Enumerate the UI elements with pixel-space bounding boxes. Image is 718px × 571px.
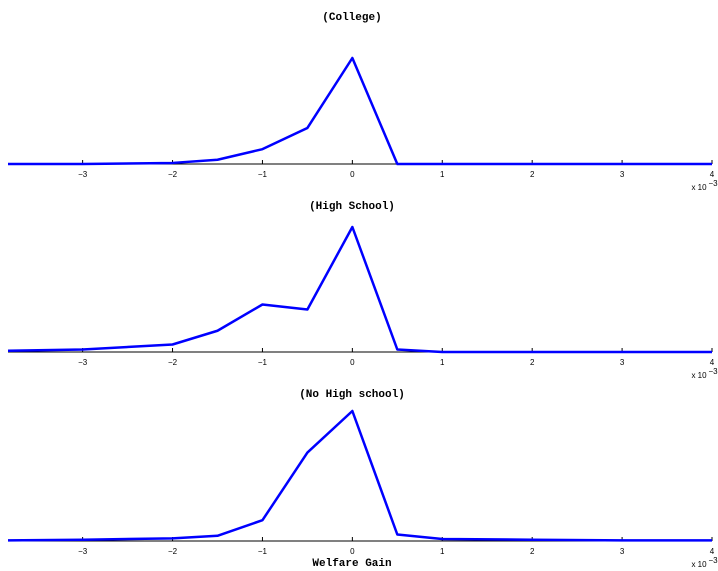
x-multiplier-exponent: −3 bbox=[708, 367, 718, 376]
x-tick-label: −1 bbox=[258, 358, 268, 367]
x-tick-label: 2 bbox=[530, 170, 535, 179]
x-tick-label: −1 bbox=[258, 547, 268, 556]
x-tick-label: 3 bbox=[620, 170, 625, 179]
x-tick-label: −2 bbox=[168, 358, 178, 367]
x-tick-label: 4 bbox=[710, 547, 715, 556]
x-tick-label: 4 bbox=[710, 170, 715, 179]
x-tick-label: −2 bbox=[168, 547, 178, 556]
line-series bbox=[7, 409, 712, 542]
x-multiplier-exponent: −3 bbox=[708, 179, 718, 188]
x-tick-label: 1 bbox=[440, 547, 445, 556]
x-tick-label: −3 bbox=[78, 358, 88, 367]
x-tick-label: −2 bbox=[168, 170, 178, 179]
chart-title: (High School) bbox=[309, 201, 395, 213]
x-tick-label: 2 bbox=[530, 358, 535, 367]
x-multiplier: x 10 bbox=[691, 371, 707, 380]
x-tick-label: −1 bbox=[258, 170, 268, 179]
x-multiplier-exponent: −3 bbox=[708, 556, 718, 565]
x-tick-label: 1 bbox=[440, 170, 445, 179]
x-tick-label: 0 bbox=[350, 358, 355, 367]
x-tick-label: −3 bbox=[78, 170, 88, 179]
line-series bbox=[8, 56, 712, 166]
line-series bbox=[7, 225, 712, 354]
x-tick-label: 1 bbox=[440, 358, 445, 367]
x-tick-label: 3 bbox=[620, 547, 625, 556]
x-multiplier: x 10 bbox=[691, 560, 707, 569]
x-tick-label: 0 bbox=[350, 547, 355, 556]
x-tick-label: 0 bbox=[350, 170, 355, 179]
chart-title: (No High school) bbox=[299, 389, 405, 401]
x-tick-label: 2 bbox=[530, 547, 535, 556]
x-multiplier: x 10 bbox=[691, 183, 707, 192]
x-tick-label: 4 bbox=[710, 358, 715, 367]
x-axis-label: Welfare Gain bbox=[312, 558, 391, 570]
x-tick-label: 3 bbox=[620, 358, 625, 367]
x-tick-label: −3 bbox=[78, 547, 88, 556]
chart-title: (College) bbox=[322, 12, 381, 24]
